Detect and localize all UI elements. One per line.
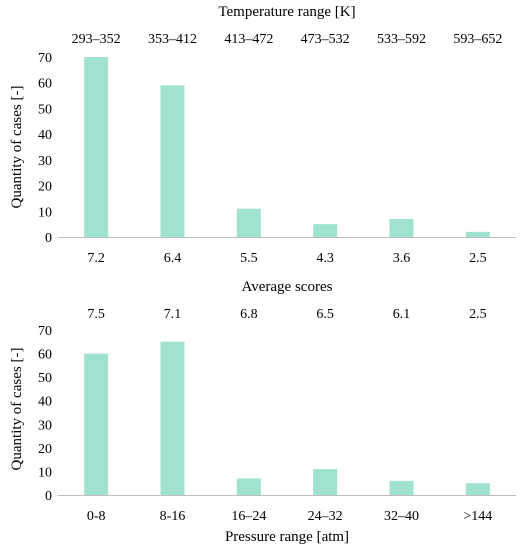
y-tick-label: 0: [45, 231, 52, 246]
top-axis-label: 293–352: [72, 32, 121, 47]
chart-pressure: Average scores Quantity of cases [-] 7.5…: [9, 279, 516, 545]
x-tick-label: 4.3: [316, 251, 334, 266]
bar: [389, 219, 414, 237]
bar: [465, 231, 490, 237]
top-axis-label: 593–652: [453, 32, 502, 47]
top-axis-labels: 293–352 353–412 413–472 473–532 533–592 593–6…: [72, 32, 503, 47]
x-tick-label: 6.4: [164, 251, 182, 266]
chart-temperature: Temperature range [K] Quantity of cases …: [9, 4, 516, 266]
top-axis-label: 473–532: [301, 32, 350, 47]
y-tick-label: 40: [38, 128, 52, 143]
y-tick-label: 50: [38, 371, 52, 386]
y-tick-label: 40: [38, 395, 52, 410]
top-axis-label: 353–412: [148, 32, 197, 47]
bar: [160, 341, 185, 495]
x-tick-label: 32–40: [384, 509, 419, 524]
bars: [84, 341, 490, 495]
bar: [84, 353, 109, 495]
top-axis-label: 533–592: [377, 32, 426, 47]
top-axis-label: 6.8: [240, 307, 258, 322]
top-axis-label: 6.1: [393, 307, 411, 322]
bar: [465, 483, 490, 495]
x-tick-label: 2.5: [469, 251, 487, 266]
top-axis-title: Average scores: [242, 279, 333, 295]
y-tick-label: 30: [38, 418, 52, 433]
x-axis-labels: 0-8 8-16 16–24 24–32 32–40 >144: [87, 509, 492, 524]
top-axis-label: 2.5: [469, 307, 487, 322]
x-tick-label: 16–24: [231, 509, 266, 524]
x-axis-labels: 7.2 6.4 5.5 4.3 3.6 2.5: [87, 251, 486, 266]
x-tick-label: >144: [463, 509, 492, 524]
y-axis-ticks: 0 10 20 30 40 50 60 70: [38, 51, 52, 246]
y-tick-label: 0: [45, 489, 52, 504]
bar: [160, 85, 185, 238]
bar: [313, 224, 338, 237]
bar: [389, 480, 414, 495]
top-axis-label: 7.1: [164, 307, 182, 322]
top-axis-label: 6.5: [316, 307, 334, 322]
y-tick-label: 50: [38, 102, 52, 117]
bars: [84, 57, 490, 238]
y-axis-title: Quantity of cases [-]: [9, 348, 25, 471]
y-tick-label: 30: [38, 154, 52, 169]
y-tick-label: 10: [38, 205, 52, 220]
x-tick-label: 8-16: [160, 509, 186, 524]
y-tick-label: 20: [38, 180, 52, 195]
x-tick-label: 7.2: [87, 251, 105, 266]
y-axis-title: Quantity of cases [-]: [9, 86, 25, 209]
top-axis-label: 7.5: [87, 307, 105, 322]
bar: [236, 208, 261, 237]
top-axis-labels: 7.5 7.1 6.8 6.5 6.1 2.5: [87, 307, 486, 322]
x-tick-label: 0-8: [87, 509, 106, 524]
bar: [313, 469, 338, 495]
top-axis-title: Temperature range [K]: [218, 4, 355, 20]
x-tick-label: 24–32: [308, 509, 343, 524]
y-tick-label: 60: [38, 77, 52, 92]
y-tick-label: 70: [38, 324, 52, 339]
bar: [236, 478, 261, 495]
y-tick-label: 10: [38, 465, 52, 480]
x-axis-title: Pressure range [atm]: [225, 529, 349, 545]
bar: [84, 57, 109, 237]
y-axis-ticks: 0 10 20 30 40 50 60 70: [38, 324, 52, 504]
y-tick-label: 20: [38, 442, 52, 457]
y-tick-label: 70: [38, 51, 52, 66]
x-tick-label: 3.6: [393, 251, 411, 266]
x-tick-label: 5.5: [240, 251, 258, 266]
top-axis-label: 413–472: [224, 32, 273, 47]
y-tick-label: 60: [38, 348, 52, 363]
